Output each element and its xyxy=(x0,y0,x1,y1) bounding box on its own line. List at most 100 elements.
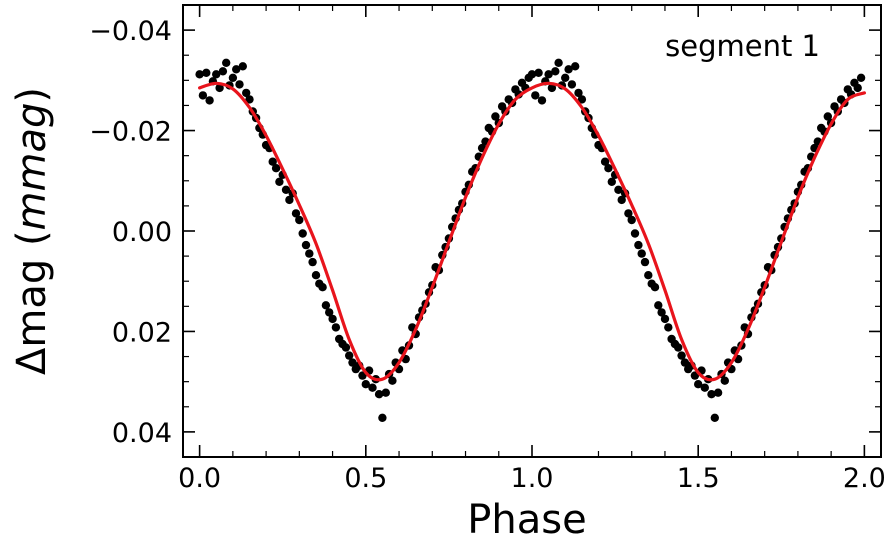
data-point xyxy=(660,314,670,324)
data-point xyxy=(694,380,703,389)
y-axis-title-suffix: ) xyxy=(9,87,55,103)
data-point xyxy=(291,209,301,218)
data-point xyxy=(491,112,500,121)
data-point xyxy=(301,240,311,250)
data-point xyxy=(537,96,547,105)
y-tick-label: 0.04 xyxy=(112,418,172,449)
data-point xyxy=(674,343,683,352)
y-axis-title: Δmag (mmag) xyxy=(9,87,55,375)
x-tick-label: 1.5 xyxy=(677,463,720,494)
data-point xyxy=(630,229,640,238)
data-point xyxy=(614,185,623,194)
data-point xyxy=(271,164,281,173)
x-tick-label: 2.0 xyxy=(843,463,886,494)
data-point xyxy=(281,185,291,194)
data-point xyxy=(298,229,307,238)
data-point xyxy=(654,301,663,310)
major-ticks xyxy=(183,5,881,457)
data-point xyxy=(238,62,247,71)
data-point xyxy=(218,67,228,76)
data-point xyxy=(564,65,573,74)
y-tick-labels: −0.04 −0.02 0.00 0.02 0.04 xyxy=(89,16,172,449)
data-point xyxy=(720,376,729,385)
data-point xyxy=(607,177,616,186)
data-point xyxy=(245,95,254,104)
data-point xyxy=(600,157,610,166)
data-point xyxy=(348,358,357,367)
data-point xyxy=(368,383,377,392)
data-point xyxy=(361,380,370,389)
data-point xyxy=(381,388,390,397)
data-point xyxy=(321,301,331,310)
data-point xyxy=(228,73,238,83)
y-axis-title-prefix: Δmag ( xyxy=(9,230,55,375)
data-point xyxy=(275,177,284,186)
data-point xyxy=(551,67,560,76)
data-point xyxy=(198,91,208,100)
data-point xyxy=(378,413,387,422)
y-tick-label: −0.02 xyxy=(89,117,172,148)
data-point xyxy=(235,80,244,89)
data-point xyxy=(710,413,719,422)
data-point xyxy=(713,388,723,397)
segment-annotation: segment 1 xyxy=(665,29,820,63)
data-point xyxy=(664,323,673,332)
x-tick-label: 0.5 xyxy=(344,463,387,494)
data-point xyxy=(571,62,580,71)
data-point xyxy=(680,358,690,367)
data-point xyxy=(554,58,563,67)
data-point xyxy=(195,70,204,79)
data-point xyxy=(531,91,540,100)
fit-curve xyxy=(198,81,866,382)
data-point xyxy=(561,73,570,83)
data-point xyxy=(577,95,587,104)
data-point xyxy=(331,323,341,332)
x-tick-label: 0.0 xyxy=(178,463,221,494)
data-point xyxy=(574,88,583,98)
data-point xyxy=(305,249,314,258)
data-point xyxy=(634,240,643,250)
data-point xyxy=(627,215,636,225)
data-point xyxy=(637,249,646,258)
data-point xyxy=(624,209,633,218)
data-point xyxy=(341,343,351,352)
data-point xyxy=(232,65,241,74)
data-point xyxy=(308,257,317,267)
data-point xyxy=(345,351,354,360)
data-point xyxy=(544,70,553,79)
data-point xyxy=(534,68,543,78)
plot-frame xyxy=(182,4,882,458)
data-point xyxy=(547,83,557,93)
data-point xyxy=(657,308,666,317)
data-point xyxy=(644,271,653,280)
data-point xyxy=(388,376,397,385)
data-point xyxy=(242,88,251,98)
data-point xyxy=(527,70,537,79)
data-point xyxy=(295,215,304,225)
x-tick-labels: 0.0 0.5 1.0 1.5 2.0 xyxy=(178,463,886,494)
data-point xyxy=(700,383,709,392)
data-point xyxy=(212,70,221,79)
data-point xyxy=(677,351,686,360)
y-tick-label: 0.00 xyxy=(112,217,172,248)
data-point xyxy=(823,112,832,121)
x-axis-title: Phase xyxy=(467,497,586,543)
data-point xyxy=(853,83,862,93)
data-point xyxy=(567,80,577,89)
data-point xyxy=(285,195,294,205)
data-point xyxy=(202,68,211,78)
data-point xyxy=(707,390,716,399)
data-point xyxy=(640,257,650,267)
data-point xyxy=(650,283,660,292)
data-point xyxy=(311,271,321,280)
data-point xyxy=(205,96,214,105)
data-point xyxy=(328,314,337,324)
y-axis-title-unit: mmag xyxy=(9,103,55,231)
data-point xyxy=(318,283,327,292)
data-point xyxy=(222,58,231,67)
y-tick-label: −0.04 xyxy=(89,16,172,47)
data-point xyxy=(604,164,613,173)
x-tick-label: 1.0 xyxy=(511,463,554,494)
data-point xyxy=(215,83,224,93)
